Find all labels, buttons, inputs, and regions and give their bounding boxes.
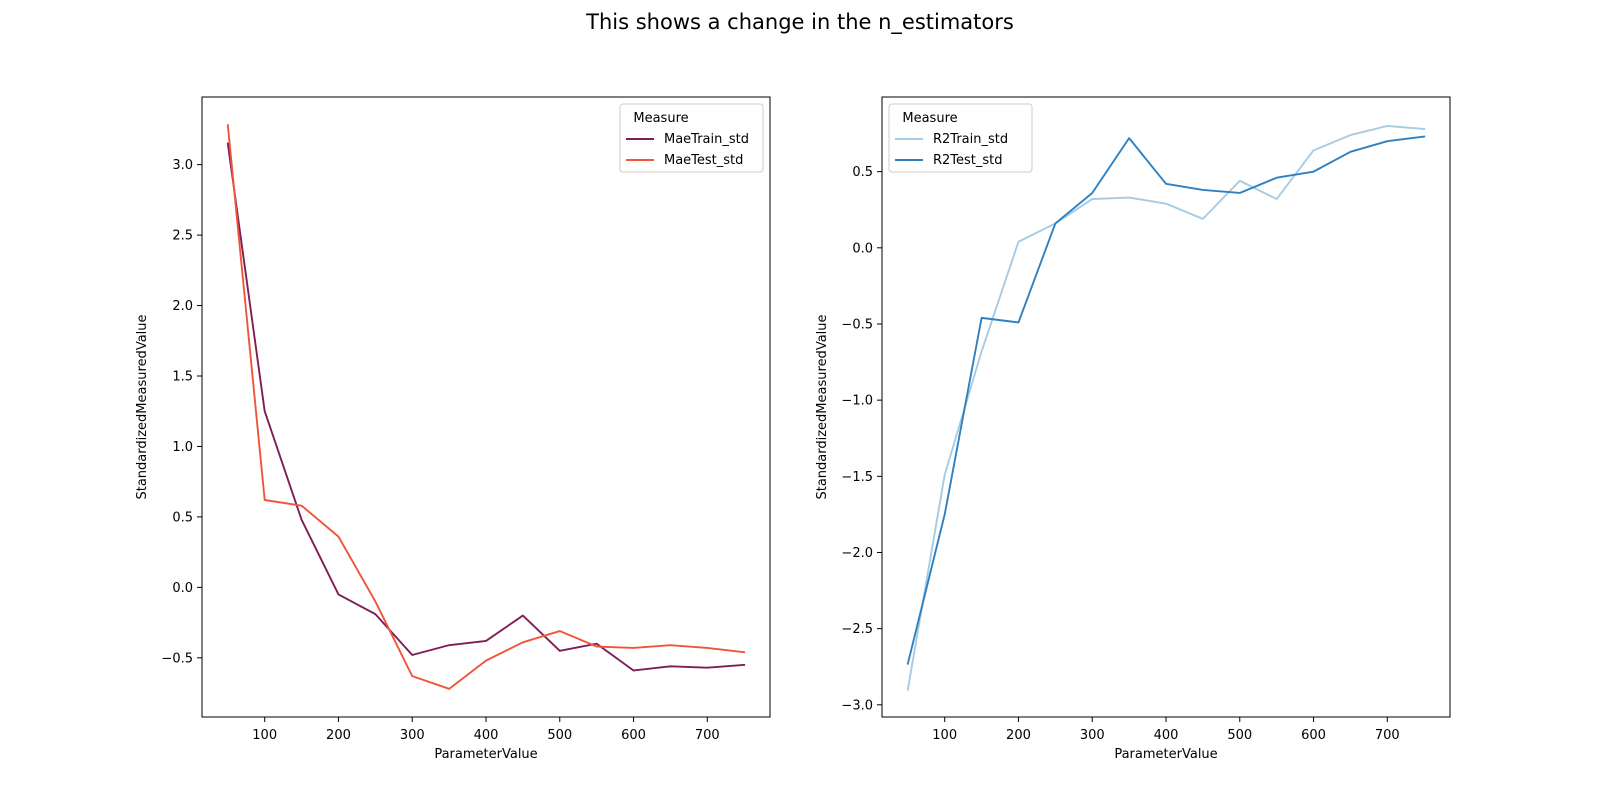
chart-1-y-tick-label: 0.0 xyxy=(172,581,193,596)
chart-2-y-tick-label: 0.5 xyxy=(852,165,873,180)
chart-2-y-tick-label: −1.0 xyxy=(841,394,873,409)
chart-1-y-tick-label: 2.0 xyxy=(172,299,193,314)
chart-1-y-tick-label: 0.5 xyxy=(172,510,193,525)
chart-2-x-tick-label: 600 xyxy=(1301,728,1326,743)
chart-2-plot-frame xyxy=(881,96,1451,718)
chart-1-x-tick-label: 500 xyxy=(547,728,572,743)
chart-1-axes: 100 200 300 400 500 600 700 −0.5 0.0 0.5 1.0 1.5 2.0… xyxy=(135,96,771,762)
chart-2-series-r2train-std-line xyxy=(906,124,1426,691)
chart-1-y-tick-label: 1.0 xyxy=(172,440,193,455)
chart-1-x-tick-label: 100 xyxy=(252,728,277,743)
chart-1-series-maetest-std-line xyxy=(226,124,746,690)
chart-2-legend-label-r2train-std: R2Train_std xyxy=(933,132,1008,147)
chart-2-x-tick-label: 700 xyxy=(1375,728,1400,743)
chart-1-legend-title: Measure xyxy=(633,111,688,126)
chart-2-y-axis-label: StandardizedMeasuredValue xyxy=(815,314,830,499)
chart-2-y-tick-label: 0.0 xyxy=(852,241,873,256)
figure-title: This shows a change in the n_estimators xyxy=(586,10,1014,34)
chart-2-legend: Measure R2Train_std R2Test_std xyxy=(888,103,1033,173)
chart-2-axes: 100 200 300 400 500 600 700 −3.0 −2.5 −2.0 −1.5 −1.… xyxy=(815,96,1451,762)
chart-1-x-tick-label: 400 xyxy=(474,728,499,743)
chart-2-x-tick-label: 400 xyxy=(1154,728,1179,743)
chart-1-y-tick-label: −0.5 xyxy=(161,651,193,666)
chart-2-legend-title: Measure xyxy=(902,111,957,126)
chart-2-y-tick-label: −2.0 xyxy=(841,546,873,561)
chart-1-x-tick-label: 300 xyxy=(400,728,425,743)
chart-1-x-tick-label: 200 xyxy=(326,728,351,743)
chart-1-y-tick-label: 1.5 xyxy=(172,370,193,385)
chart-2-y-tick-label: −2.5 xyxy=(841,622,873,637)
chart-1-y-tick-label: 2.5 xyxy=(172,229,193,244)
chart-2-x-tick-label: 100 xyxy=(932,728,957,743)
chart-1-y-axis-label: StandardizedMeasuredValue xyxy=(135,314,150,499)
chart-2-y-tick-label: −0.5 xyxy=(841,317,873,332)
chart-1-x-tick-label: 700 xyxy=(695,728,720,743)
chart-2-x-tick-label: 200 xyxy=(1006,728,1031,743)
chart-1-plot-frame xyxy=(201,96,771,718)
chart-2-x-tick-label: 300 xyxy=(1080,728,1105,743)
chart-1-legend-label-maetest-std: MaeTest_std xyxy=(664,153,743,168)
chart-2-x-axis-label: ParameterValue xyxy=(1114,747,1217,762)
chart-1-legend: Measure MaeTrain_std MaeTest_std xyxy=(619,103,764,173)
chart-2-series-r2test-std-line xyxy=(906,135,1426,665)
chart-2-y-tick-label: −3.0 xyxy=(841,698,873,713)
chart-1-legend-label-maetrain-std: MaeTrain_std xyxy=(664,132,749,147)
chart-2-y-tick-label: −1.5 xyxy=(841,470,873,485)
chart-1-x-axis-label: ParameterValue xyxy=(434,747,537,762)
chart-1-y-tick-label: 3.0 xyxy=(172,158,193,173)
chart-1-x-tick-label: 600 xyxy=(621,728,646,743)
chart-2-legend-box xyxy=(888,103,1033,173)
chart-1-series-maetrain-std-line xyxy=(226,142,746,672)
chart-2-legend-label-r2test-std: R2Test_std xyxy=(933,153,1003,168)
chart-2-x-tick-label: 500 xyxy=(1227,728,1252,743)
chart-1-legend-box xyxy=(619,103,764,173)
